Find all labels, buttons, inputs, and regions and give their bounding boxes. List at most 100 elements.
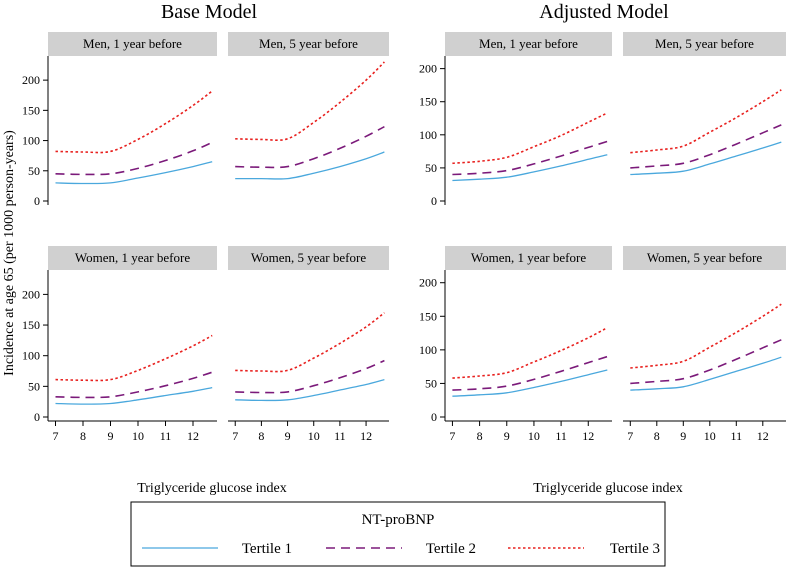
y-tick-label: 100	[22, 134, 40, 148]
series-line-tertile-2	[55, 141, 213, 176]
x-tick-label: 7	[627, 429, 633, 443]
x-axis-label-base: Triglyceride glucose index	[137, 481, 287, 496]
x-tick-label: 7	[53, 429, 59, 443]
panel-6: Women, 5 year before 7 8 9 10 11 12	[228, 246, 389, 443]
panel-2: Men, 5 year before	[228, 32, 389, 180]
x-axis-label-adjusted: Triglyceride glucose index	[533, 481, 683, 496]
y-tick-label: 0	[34, 194, 40, 208]
series-line-tertile-3	[452, 326, 608, 379]
panel-header	[445, 32, 612, 56]
series-line-tertile-2	[630, 124, 782, 169]
y-tick-label: 200	[22, 287, 40, 301]
series-line-tertile-1	[235, 151, 385, 180]
panel-1: Men, 1 year before 0 50 100 150 200	[22, 32, 217, 208]
panel-title: Women, 1 year before	[75, 250, 190, 265]
series-line-tertile-2	[235, 359, 385, 394]
x-tick-label: 7	[449, 429, 455, 443]
x-tick-label: 9	[285, 429, 291, 443]
panel-title: Women, 5 year before	[251, 250, 366, 265]
y-tick-label: 150	[419, 309, 437, 323]
series-line-tertile-3	[630, 303, 782, 369]
legend-label-tertile-2: Tertile 2	[426, 541, 476, 557]
x-tick-label: 11	[334, 429, 346, 443]
x-tick-label: 7	[232, 429, 238, 443]
panel-header	[228, 32, 389, 56]
panel-8: Women, 5 year before 7 8 9 10 11 12	[623, 246, 786, 443]
panel-header	[623, 32, 786, 56]
x-tick-label: 10	[528, 429, 540, 443]
legend-box	[130, 501, 666, 567]
y-tick-label: 50	[28, 164, 40, 178]
x-tick-label: 11	[555, 429, 567, 443]
y-tick-label: 0	[431, 194, 437, 208]
y-tick-label: 150	[22, 103, 40, 117]
series-line-tertile-3	[630, 89, 782, 154]
y-tick-label: 50	[28, 379, 40, 393]
legend-label-tertile-1: Tertile 1	[242, 541, 292, 557]
legend-title: NT-proBNP	[362, 512, 435, 528]
series-line-tertile-3	[55, 334, 213, 382]
x-tick-label: 10	[704, 429, 716, 443]
group-title-adjusted: Adjusted Model	[539, 1, 669, 23]
legend: NT-proBNP Tertile 1 Tertile 2 Tertile 3	[130, 501, 666, 567]
x-tick-label: 11	[160, 429, 172, 443]
panel-7: Women, 1 year before 0 50 100 150 200 7 8 9 10 11 1…	[419, 246, 612, 443]
panel-header	[48, 246, 217, 270]
x-tick-label: 9	[108, 429, 114, 443]
series-line-tertile-2	[630, 339, 782, 385]
series-line-tertile-3	[452, 112, 608, 165]
y-tick-label: 100	[419, 128, 437, 142]
panel-5: Women, 1 year before 0 50 100 150 200 7 8 9 10 11 1…	[22, 246, 217, 443]
panel-3: Men, 1 year before 0 50 100 150 200	[419, 32, 612, 208]
x-tick-label: 8	[80, 429, 86, 443]
series-line-tertile-2	[452, 355, 608, 391]
panel-4: Men, 5 year before	[623, 32, 786, 176]
legend-label-tertile-3: Tertile 3	[610, 541, 660, 557]
panel-title: Men, 1 year before	[83, 36, 182, 51]
y-tick-label: 50	[425, 376, 437, 390]
x-tick-label: 12	[757, 429, 769, 443]
x-tick-label: 12	[360, 429, 372, 443]
panel-header	[228, 246, 389, 270]
x-tick-label: 8	[258, 429, 264, 443]
x-tick-label: 10	[132, 429, 144, 443]
x-tick-label: 12	[582, 429, 594, 443]
series-line-tertile-2	[55, 371, 213, 399]
y-tick-label: 200	[22, 73, 40, 87]
y-tick-label: 0	[34, 410, 40, 424]
y-tick-label: 50	[425, 161, 437, 175]
y-tick-label: 150	[22, 318, 40, 332]
x-tick-label: 12	[187, 429, 199, 443]
y-tick-label: 200	[419, 62, 437, 76]
x-tick-label: 11	[731, 429, 743, 443]
series-line-tertile-1	[630, 356, 782, 391]
x-tick-label: 8	[477, 429, 483, 443]
x-tick-label: 8	[654, 429, 660, 443]
series-line-tertile-1	[55, 386, 213, 405]
x-tick-label: 9	[680, 429, 686, 443]
panel-title: Men, 1 year before	[479, 36, 578, 51]
y-tick-label: 0	[431, 410, 437, 424]
series-line-tertile-1	[452, 369, 608, 397]
panel-header	[623, 246, 786, 270]
group-title-base: Base Model	[161, 1, 258, 23]
x-tick-label: 9	[504, 429, 510, 443]
series-line-tertile-3	[235, 312, 385, 373]
series-line-tertile-2	[235, 125, 385, 169]
panel-header	[445, 246, 612, 270]
panel-title: Men, 5 year before	[259, 36, 358, 51]
series-line-tertile-1	[235, 378, 385, 402]
series-line-tertile-3	[55, 90, 213, 154]
series-line-tertile-3	[235, 61, 385, 142]
y-tick-label: 200	[419, 276, 437, 290]
panel-header	[48, 32, 217, 56]
panel-title: Women, 1 year before	[471, 250, 586, 265]
y-tick-label: 100	[22, 349, 40, 363]
y-tick-label: 100	[419, 343, 437, 357]
series-line-tertile-2	[452, 140, 608, 176]
panel-title: Women, 5 year before	[647, 250, 762, 265]
y-tick-label: 150	[419, 95, 437, 109]
series-line-tertile-1	[55, 161, 213, 185]
